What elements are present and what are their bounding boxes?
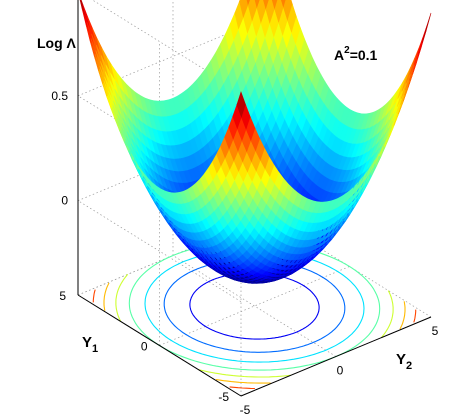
surface-mesh bbox=[78, 0, 431, 283]
annotation-a-squared: A2=0.1 bbox=[334, 45, 378, 63]
y1-axis-label: Y1 bbox=[82, 334, 98, 355]
annotation-rest: =0.1 bbox=[350, 47, 378, 63]
y2-tick-label-0: -5 bbox=[240, 403, 251, 414]
annotation-base: A bbox=[334, 47, 344, 63]
y2-tick-label-2: 5 bbox=[432, 324, 439, 338]
z-tick-label-1: 0.5 bbox=[51, 89, 68, 103]
y2-axis-label: Y2 bbox=[396, 351, 412, 372]
y1-axis-line bbox=[78, 295, 241, 396]
surface-patch-1599 bbox=[422, 13, 431, 43]
chart-title: Log Λ bbox=[37, 35, 77, 51]
z-tick-label-0: 0 bbox=[61, 194, 68, 208]
y1-tick-label-2: 5 bbox=[59, 289, 66, 303]
y1-axis-label-main: Y bbox=[82, 334, 92, 351]
y1-tick-label-1: 0 bbox=[141, 340, 148, 354]
y2-axis-label-main: Y bbox=[396, 351, 406, 368]
y1-axis-label-sub: 1 bbox=[92, 343, 98, 355]
y2-axis-label-sub: 2 bbox=[406, 360, 412, 372]
y2-tick-label-1: 0 bbox=[337, 364, 344, 378]
y1-tick-label-0: -5 bbox=[218, 390, 229, 404]
